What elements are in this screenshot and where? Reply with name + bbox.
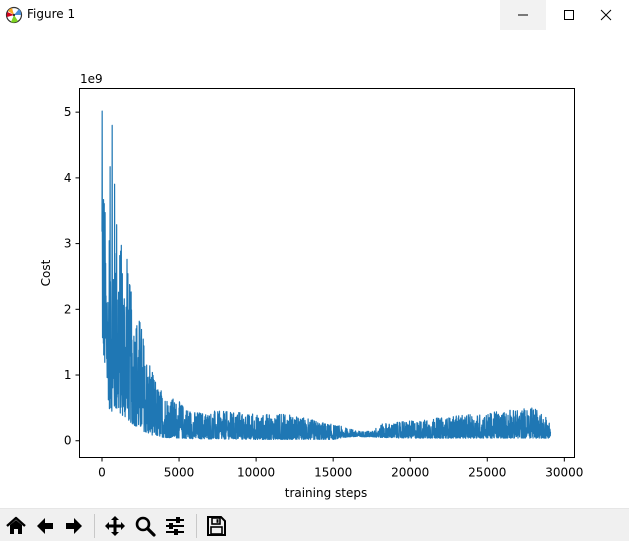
x-tick-label: 10000 [237, 466, 275, 480]
x-axis: 0 5000 10000 15000 20000 25000 30000 [98, 457, 583, 480]
close-button[interactable] [583, 0, 629, 30]
maximize-button[interactable] [546, 0, 592, 30]
minimize-icon [518, 14, 528, 16]
home-button[interactable] [2, 513, 30, 539]
y-tick-label: 0 [64, 434, 72, 448]
matplotlib-figure-icon [5, 6, 23, 24]
y-tick-label: 5 [64, 105, 72, 119]
x-tick-label: 25000 [468, 466, 506, 480]
forward-button[interactable] [60, 513, 88, 539]
move-icon [105, 516, 125, 536]
zoom-button[interactable] [131, 513, 159, 539]
y-axis: 0 1 2 3 4 5 [64, 105, 80, 448]
axes-frame [79, 88, 575, 458]
y-tick-label: 4 [64, 171, 72, 185]
toolbar-separator [94, 514, 95, 538]
home-icon [6, 516, 26, 534]
y-tick-label: 3 [64, 237, 72, 251]
cost-series-line [101, 110, 552, 441]
minimize-button[interactable] [500, 0, 546, 30]
y-offset-label: 1e9 [80, 72, 103, 86]
figure-canvas[interactable]: 0 5000 10000 15000 20000 25000 30000 0 1 2 3 4 5 1e… [0, 30, 629, 508]
window-title: Figure 1 [27, 7, 76, 21]
y-tick-label: 1 [64, 368, 72, 382]
sliders-icon [166, 517, 184, 535]
x-tick-label: 0 [98, 466, 106, 480]
x-tick-label: 15000 [314, 466, 352, 480]
series-layer [101, 110, 552, 441]
maximize-icon [564, 10, 574, 20]
zoom-icon [135, 516, 156, 537]
back-arrow-icon [37, 518, 53, 534]
pan-button[interactable] [101, 513, 129, 539]
y-tick-label: 2 [64, 302, 72, 316]
configure-subplots-button[interactable] [161, 513, 189, 539]
navigation-toolbar [0, 508, 629, 541]
x-axis-label: training steps [285, 486, 368, 500]
save-button[interactable] [202, 513, 230, 539]
title-bar[interactable]: Figure 1 [0, 0, 629, 30]
save-icon [207, 516, 226, 536]
cost-chart: 0 5000 10000 15000 20000 25000 30000 0 1 2 3 4 5 1e… [39, 72, 583, 500]
toolbar-separator [196, 514, 197, 538]
x-tick-label: 20000 [391, 466, 429, 480]
close-icon [600, 9, 612, 21]
back-button[interactable] [31, 513, 59, 539]
forward-arrow-icon [66, 518, 82, 534]
y-axis-label: Cost [39, 259, 53, 286]
x-tick-label: 5000 [164, 466, 195, 480]
x-tick-label: 30000 [545, 466, 583, 480]
